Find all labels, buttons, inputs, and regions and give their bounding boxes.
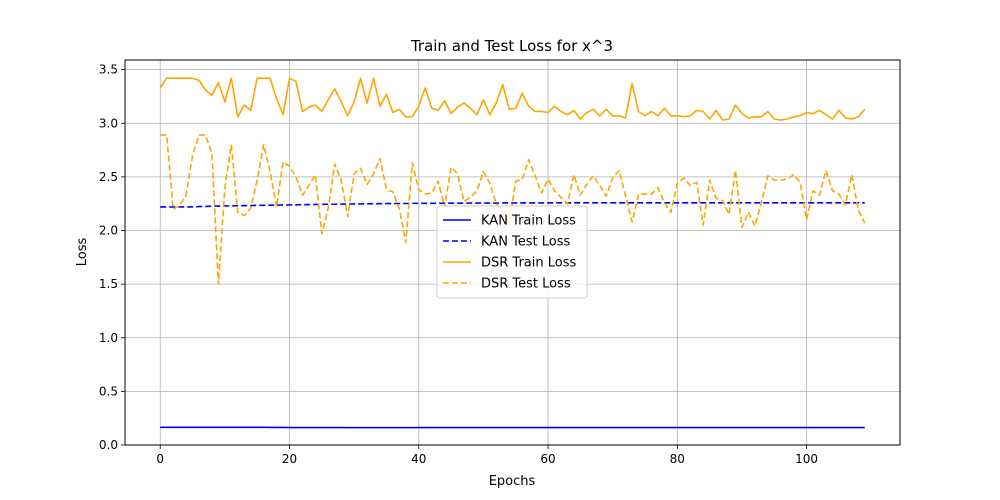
y-tick-label: 2.5 (99, 170, 118, 184)
y-tick-label: 1.0 (99, 331, 118, 345)
x-tick-label: 20 (282, 452, 297, 466)
legend-label-0: KAN Train Loss (481, 214, 576, 229)
x-tick-label: 60 (540, 452, 555, 466)
x-tick-label: 80 (670, 452, 685, 466)
series-line-3 (160, 134, 866, 285)
legend-label-1: KAN Test Loss (481, 235, 571, 250)
y-tick-label: 3.0 (99, 116, 118, 130)
y-tick-label: 0.0 (99, 438, 118, 452)
x-axis-label: Epochs (489, 474, 536, 489)
legend-box (436, 205, 588, 299)
x-tick-label: 100 (795, 452, 818, 466)
x-tick-label: 0 (156, 452, 164, 466)
y-axis-label: Loss (75, 238, 90, 267)
legend-label-3: DSR Test Loss (481, 277, 571, 292)
y-tick-label: 0.5 (99, 384, 118, 398)
chart-title: Train and Test Loss for x^3 (410, 37, 613, 55)
y-tick-label: 1.5 (99, 277, 118, 291)
series-lines (159, 77, 866, 429)
y-tick-label: 3.5 (99, 63, 118, 77)
plot-frame (124, 59, 901, 446)
axis-ticks: 0 20 40 60 80 100 0.0 0.5 1.0 1.5 2.0 2.5 3.0 3.5 (99, 63, 818, 466)
legend-label-2: DSR Train Loss (481, 256, 576, 271)
series-line-2 (159, 77, 866, 121)
y-tick-label: 2.0 (99, 224, 118, 238)
legend: KAN Train Loss KAN Test Loss DSR Train Los… (436, 205, 588, 299)
x-tick-label: 40 (411, 452, 426, 466)
series-line-1 (160, 202, 865, 208)
